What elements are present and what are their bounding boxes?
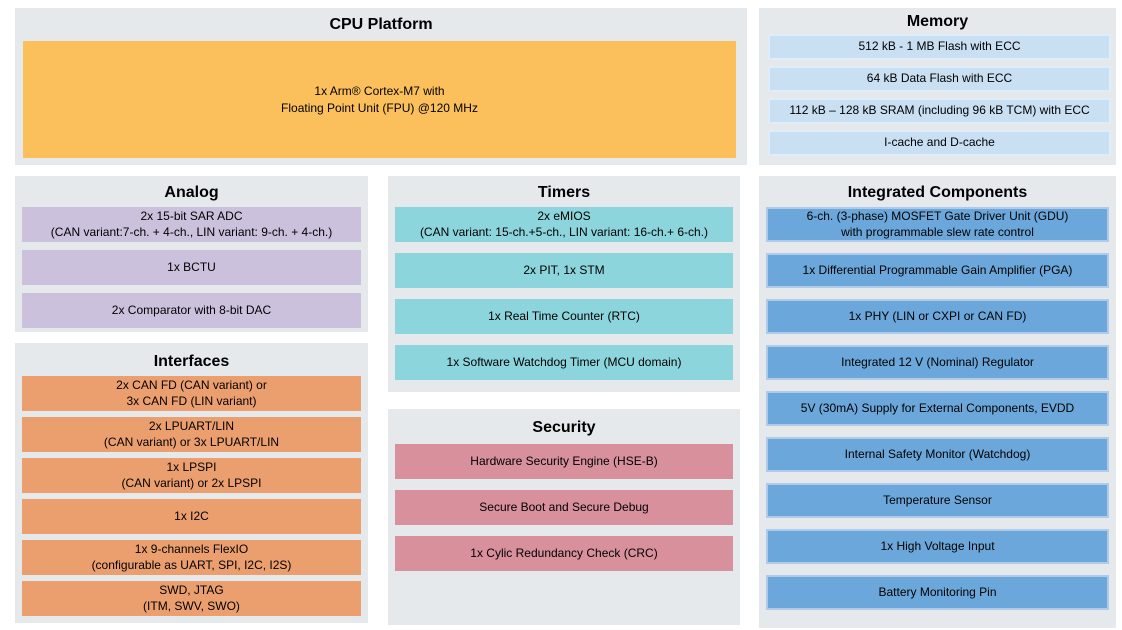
timers-row: 1x Real Time Counter (RTC) [395,299,733,334]
cpu-platform-title: CPU Platform [329,16,433,33]
cpu-core-block: 1x Arm® Cortex-M7 with Floating Point Un… [23,41,736,158]
timers-row: 2x eMIOS (CAN variant: 15-ch.+5-ch., LIN… [395,207,733,242]
analog-title: Analog [164,184,219,201]
interfaces-row: 1x I2C [22,499,361,534]
integrated-component-row: 1x Differential Programmable Gain Amplif… [766,253,1109,288]
memory-row: I-cache and D-cache [768,130,1111,156]
security-row: Secure Boot and Secure Debug [395,490,733,525]
integrated-component-row: Integrated 12 V (Nominal) Regulator [766,345,1109,380]
analog-panel: Analog 2x 15-bit SAR ADC (CAN variant:7-… [15,176,368,332]
timers-row: 2x PIT, 1x STM [395,253,733,288]
memory-row: 64 kB Data Flash with ECC [768,66,1111,92]
memory-row: 512 kB - 1 MB Flash with ECC [768,34,1111,60]
integrated-component-row: 6-ch. (3-phase) MOSFET Gate Driver Unit … [766,207,1109,242]
memory-rows: 512 kB - 1 MB Flash with ECC 64 kB Data … [759,34,1116,156]
integrated-component-row: 1x High Voltage Input [766,529,1109,564]
memory-title: Memory [906,13,969,30]
integrated-components-title: Integrated Components [847,184,1028,201]
security-title: Security [532,419,596,436]
analog-row: 2x 15-bit SAR ADC (CAN variant:7-ch. + 4… [22,207,361,242]
interfaces-row: 2x LPUART/LIN (CAN variant) or 3x LPUART… [22,417,361,452]
timers-row: 1x Software Watchdog Timer (MCU domain) [395,345,733,380]
security-rows: Hardware Security Engine (HSE-B) Secure … [388,444,740,571]
timers-title: Timers [537,184,591,201]
security-row: Hardware Security Engine (HSE-B) [395,444,733,479]
interfaces-panel: Interfaces 2x CAN FD (CAN variant) or 3x… [15,343,368,623]
integrated-component-row: 1x PHY (LIN or CXPI or CAN FD) [766,299,1109,334]
integrated-components-rows: 6-ch. (3-phase) MOSFET Gate Driver Unit … [759,207,1116,610]
interfaces-rows: 2x CAN FD (CAN variant) or 3x CAN FD (LI… [15,376,368,616]
interfaces-title: Interfaces [153,353,230,370]
memory-row: 112 kB – 128 kB SRAM (including 96 kB TC… [768,98,1111,124]
analog-rows: 2x 15-bit SAR ADC (CAN variant:7-ch. + 4… [15,207,368,328]
integrated-component-row: Internal Safety Monitor (Watchdog) [766,437,1109,472]
integrated-components-panel: Integrated Components 6-ch. (3-phase) MO… [759,176,1116,628]
timers-rows: 2x eMIOS (CAN variant: 15-ch.+5-ch., LIN… [388,207,740,380]
interfaces-row: SWD, JTAG (ITM, SWV, SWO) [22,581,361,616]
interfaces-row: 1x LPSPI (CAN variant) or 2x LPSPI [22,458,361,493]
security-row: 1x Cylic Redundancy Check (CRC) [395,536,733,571]
analog-row: 2x Comparator with 8-bit DAC [22,293,361,328]
timers-panel: Timers 2x eMIOS (CAN variant: 15-ch.+5-c… [388,176,740,392]
analog-row: 1x BCTU [22,250,361,285]
integrated-component-row: 5V (30mA) Supply for External Components… [766,391,1109,426]
cpu-platform-panel: CPU Platform 1x Arm® Cortex-M7 with Floa… [15,8,747,165]
memory-panel: Memory 512 kB - 1 MB Flash with ECC 64 k… [759,8,1116,165]
security-panel: Security Hardware Security Engine (HSE-B… [388,409,740,625]
integrated-component-row: Battery Monitoring Pin [766,575,1109,610]
interfaces-row: 1x 9-channels FlexIO (configurable as UA… [22,540,361,575]
interfaces-row: 2x CAN FD (CAN variant) or 3x CAN FD (LI… [22,376,361,411]
integrated-component-row: Temperature Sensor [766,483,1109,518]
